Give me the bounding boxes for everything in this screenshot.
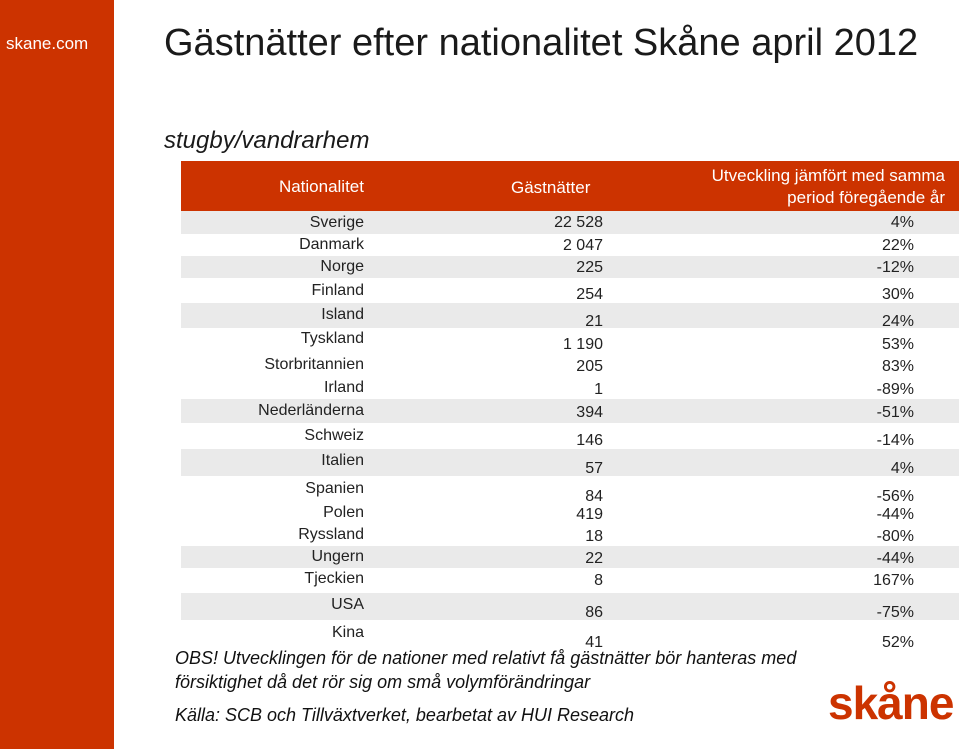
change-cell: -75% (876, 604, 914, 621)
table-row: Tyskland 1 190 53% (181, 328, 959, 354)
change-cell: -44% (876, 550, 914, 567)
change-cell: -14% (876, 432, 914, 449)
nation-cell: Sverige (309, 214, 364, 231)
data-table: Nationalitet Gästnätter Utveckling jämfö… (181, 161, 959, 651)
table-row: Tjeckien 8 167% (181, 568, 959, 593)
guest-nights-cell: 205 (576, 358, 603, 375)
table-row: Norge 225 -12% (181, 256, 959, 278)
nation-cell: Storbritannien (264, 356, 364, 373)
table-row: Nederländerna 394 -51% (181, 399, 959, 423)
guest-nights-cell: 419 (576, 506, 603, 523)
table-row: Polen 419 -44% (181, 502, 959, 524)
column-header-change-line2: period föregående år (787, 188, 945, 207)
nation-cell: Spanien (305, 480, 364, 497)
column-header-change-line1: Utveckling jämfört med samma (711, 166, 945, 185)
nation-cell: Irland (323, 379, 364, 396)
guest-nights-cell: 21 (585, 313, 603, 330)
change-cell: -56% (876, 488, 914, 505)
guest-nights-cell: 2 047 (562, 237, 603, 254)
skane-logo: skåne (828, 677, 954, 729)
guest-nights-cell: 22 (585, 550, 603, 567)
column-header-guest-nights: Gästnätter (511, 178, 591, 197)
change-cell: 53% (881, 336, 914, 353)
guest-nights-cell: 254 (576, 286, 603, 303)
change-cell: -89% (876, 381, 914, 398)
table-row: Ryssland 18 -80% (181, 524, 959, 546)
change-cell: -80% (876, 528, 914, 545)
nation-cell: Danmark (299, 236, 364, 253)
change-cell: 167% (873, 572, 914, 589)
change-cell: 30% (881, 286, 914, 303)
page-title: Gästnätter efter nationalitet Skåne apri… (164, 22, 919, 64)
nation-cell: Nederländerna (258, 402, 364, 419)
change-cell: 22% (881, 237, 914, 254)
table-row: Italien 57 4% (181, 449, 959, 477)
caution-note: OBS! Utvecklingen för de nationer med re… (175, 648, 797, 692)
table-row: Finland 254 30% (181, 278, 959, 303)
change-cell: -12% (876, 259, 914, 276)
page-subtitle: stugby/vandrarhem (164, 127, 370, 154)
table-row: Irland 1 -89% (181, 377, 959, 399)
guest-nights-cell: 8 (594, 572, 603, 589)
guest-nights-cell: 225 (576, 259, 603, 276)
table-header: Nationalitet Gästnätter Utveckling jämfö… (181, 161, 959, 211)
column-header-change: Utveckling jämfört med samma period före… (712, 165, 945, 209)
sidebar-band: skane.com (0, 0, 114, 749)
change-cell: -44% (876, 506, 914, 523)
nation-cell: USA (331, 596, 364, 613)
guest-nights-cell: 84 (585, 488, 603, 505)
change-cell: 24% (881, 313, 914, 330)
nation-cell: Tjeckien (304, 570, 364, 587)
guest-nights-cell: 18 (585, 528, 603, 545)
table-row: Sverige 22 528 4% (181, 211, 959, 234)
guest-nights-cell: 57 (585, 460, 603, 477)
nation-cell: Kina (331, 624, 364, 641)
nation-cell: Italien (321, 452, 364, 469)
change-cell: 4% (890, 460, 914, 477)
nation-cell: Finland (311, 282, 364, 299)
table-row: Storbritannien 205 83% (181, 354, 959, 377)
nation-cell: Polen (323, 504, 364, 521)
site-name: skane.com (6, 34, 89, 53)
nation-cell: Ungern (311, 548, 364, 565)
table-row: Ungern 22 -44% (181, 546, 959, 568)
guest-nights-cell: 1 (594, 381, 603, 398)
guest-nights-cell: 146 (576, 432, 603, 449)
change-cell: -51% (876, 404, 914, 421)
nation-cell: Tyskland (300, 330, 364, 347)
nation-cell: Schweiz (304, 427, 364, 444)
change-cell: 52% (881, 634, 914, 651)
table-row: Spanien 84 -56% (181, 476, 959, 505)
change-cell: 83% (881, 358, 914, 375)
guest-nights-cell: 22 528 (554, 214, 603, 231)
table-row: Schweiz 146 -14% (181, 423, 959, 449)
nation-cell: Ryssland (298, 526, 364, 543)
nation-cell: Island (321, 306, 364, 323)
change-cell: 4% (890, 214, 914, 231)
guest-nights-cell: 1 190 (562, 336, 603, 353)
guest-nights-cell: 394 (576, 404, 603, 421)
table-row: Island 21 24% (181, 303, 959, 330)
table-body: Sverige 22 528 4% Danmark 2 047 22% Norge 225 -1… (181, 211, 959, 651)
nation-cell: Norge (320, 258, 364, 275)
table-row: USA 86 -75% (181, 593, 959, 621)
guest-nights-cell: 41 (585, 634, 603, 651)
source-note: Källa: SCB och Tillväxtverket, bearbetat… (175, 705, 635, 725)
table-row: Danmark 2 047 22% (181, 234, 959, 256)
table-row: Kina 41 52% (181, 620, 959, 651)
column-header-nationality: Nationalitet (278, 177, 364, 196)
guest-nights-cell: 86 (585, 604, 603, 621)
